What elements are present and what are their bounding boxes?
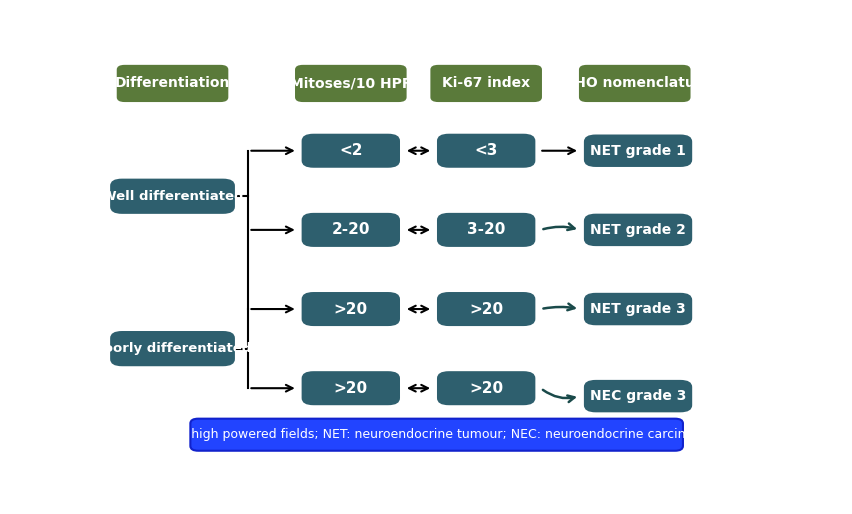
FancyBboxPatch shape xyxy=(110,179,235,214)
FancyBboxPatch shape xyxy=(579,65,690,102)
Text: <2: <2 xyxy=(339,143,363,158)
Text: >20: >20 xyxy=(334,381,368,396)
Text: Well differentiated: Well differentiated xyxy=(101,190,244,203)
FancyBboxPatch shape xyxy=(302,213,400,247)
Text: >20: >20 xyxy=(334,302,368,317)
Text: WHO nomenclature: WHO nomenclature xyxy=(559,77,711,90)
Text: Mitoses/10 HPF: Mitoses/10 HPF xyxy=(291,77,412,90)
Text: <3: <3 xyxy=(475,143,498,158)
FancyBboxPatch shape xyxy=(437,213,535,247)
FancyBboxPatch shape xyxy=(302,134,400,168)
FancyBboxPatch shape xyxy=(584,214,692,246)
Text: Ki-67 index: Ki-67 index xyxy=(442,77,530,90)
Text: NET grade 1: NET grade 1 xyxy=(590,144,686,158)
FancyBboxPatch shape xyxy=(190,419,683,451)
FancyBboxPatch shape xyxy=(437,134,535,168)
Text: Poorly differentiated: Poorly differentiated xyxy=(94,342,251,355)
Text: HPF: high powered fields; NET: neuroendocrine tumour; NEC: neuroendocrine carcin: HPF: high powered fields; NET: neuroendo… xyxy=(160,428,713,441)
FancyBboxPatch shape xyxy=(584,293,692,325)
FancyBboxPatch shape xyxy=(584,135,692,167)
FancyBboxPatch shape xyxy=(437,292,535,326)
FancyBboxPatch shape xyxy=(295,65,406,102)
FancyBboxPatch shape xyxy=(584,380,692,412)
Text: >20: >20 xyxy=(469,381,504,396)
FancyBboxPatch shape xyxy=(110,331,235,366)
Text: 2-20: 2-20 xyxy=(331,223,370,237)
FancyBboxPatch shape xyxy=(430,65,542,102)
FancyBboxPatch shape xyxy=(302,292,400,326)
Text: NEC grade 3: NEC grade 3 xyxy=(590,389,686,403)
FancyBboxPatch shape xyxy=(117,65,228,102)
Text: NET grade 3: NET grade 3 xyxy=(590,302,686,316)
Text: Differentiation: Differentiation xyxy=(115,77,230,90)
FancyBboxPatch shape xyxy=(302,371,400,405)
FancyBboxPatch shape xyxy=(437,371,535,405)
Text: >20: >20 xyxy=(469,302,504,317)
Text: NET grade 2: NET grade 2 xyxy=(590,223,686,237)
Text: 3-20: 3-20 xyxy=(467,223,505,237)
